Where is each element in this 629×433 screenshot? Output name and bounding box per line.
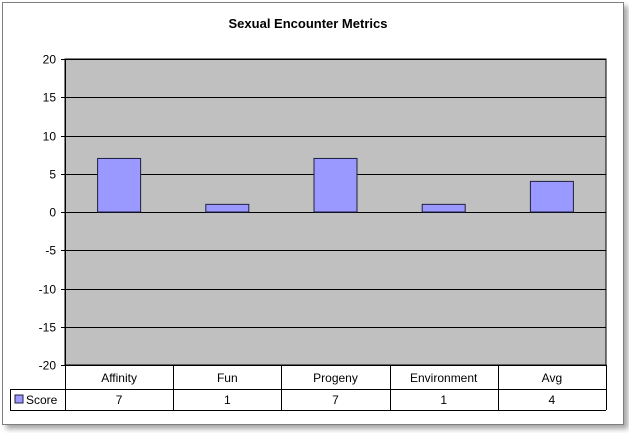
table-value: 7 (116, 393, 123, 407)
category-label: Progeny (313, 371, 358, 385)
bar (205, 203, 250, 213)
bar (529, 180, 574, 213)
y-tick-label: 15 (43, 91, 57, 105)
chart-canvas: Sexual Encounter Metrics 20 15 10 5 0 -5 -10 -1… (10, 16, 607, 411)
category-label: Avg (542, 371, 562, 385)
table-value: 4 (549, 393, 556, 407)
chart-title: Sexual Encounter Metrics (229, 16, 388, 31)
y-tick-label: 0 (49, 206, 56, 220)
y-tick-label: -10 (39, 283, 57, 297)
chart-frame: Sexual Encounter Metrics 20 15 10 5 0 -5 -10 -1… (2, 2, 624, 425)
category-label: Affinity (101, 371, 137, 385)
y-tick-label: -15 (39, 321, 57, 335)
y-tick-label: -20 (39, 359, 57, 373)
legend-swatch (14, 394, 24, 404)
data-table: Affinity Fun Progeny Environment Avg 7 1 7 1 4 Sco… (10, 365, 607, 411)
table-value: 1 (224, 393, 231, 407)
y-tick-label: 10 (43, 130, 57, 144)
table-value: 1 (440, 393, 447, 407)
bar (421, 203, 466, 213)
category-label: Environment (410, 371, 478, 385)
y-tick-label: 5 (49, 168, 56, 182)
bar (97, 157, 142, 213)
y-tick-label: -5 (45, 244, 56, 258)
table-value: 7 (332, 393, 339, 407)
y-axis: 20 15 10 5 0 -5 -10 -15 -20 (39, 53, 66, 410)
bar (313, 157, 358, 213)
legend-label: Score (26, 393, 58, 407)
y-tick-label: 20 (43, 53, 57, 67)
bar-series (97, 157, 574, 213)
category-label: Fun (217, 371, 238, 385)
